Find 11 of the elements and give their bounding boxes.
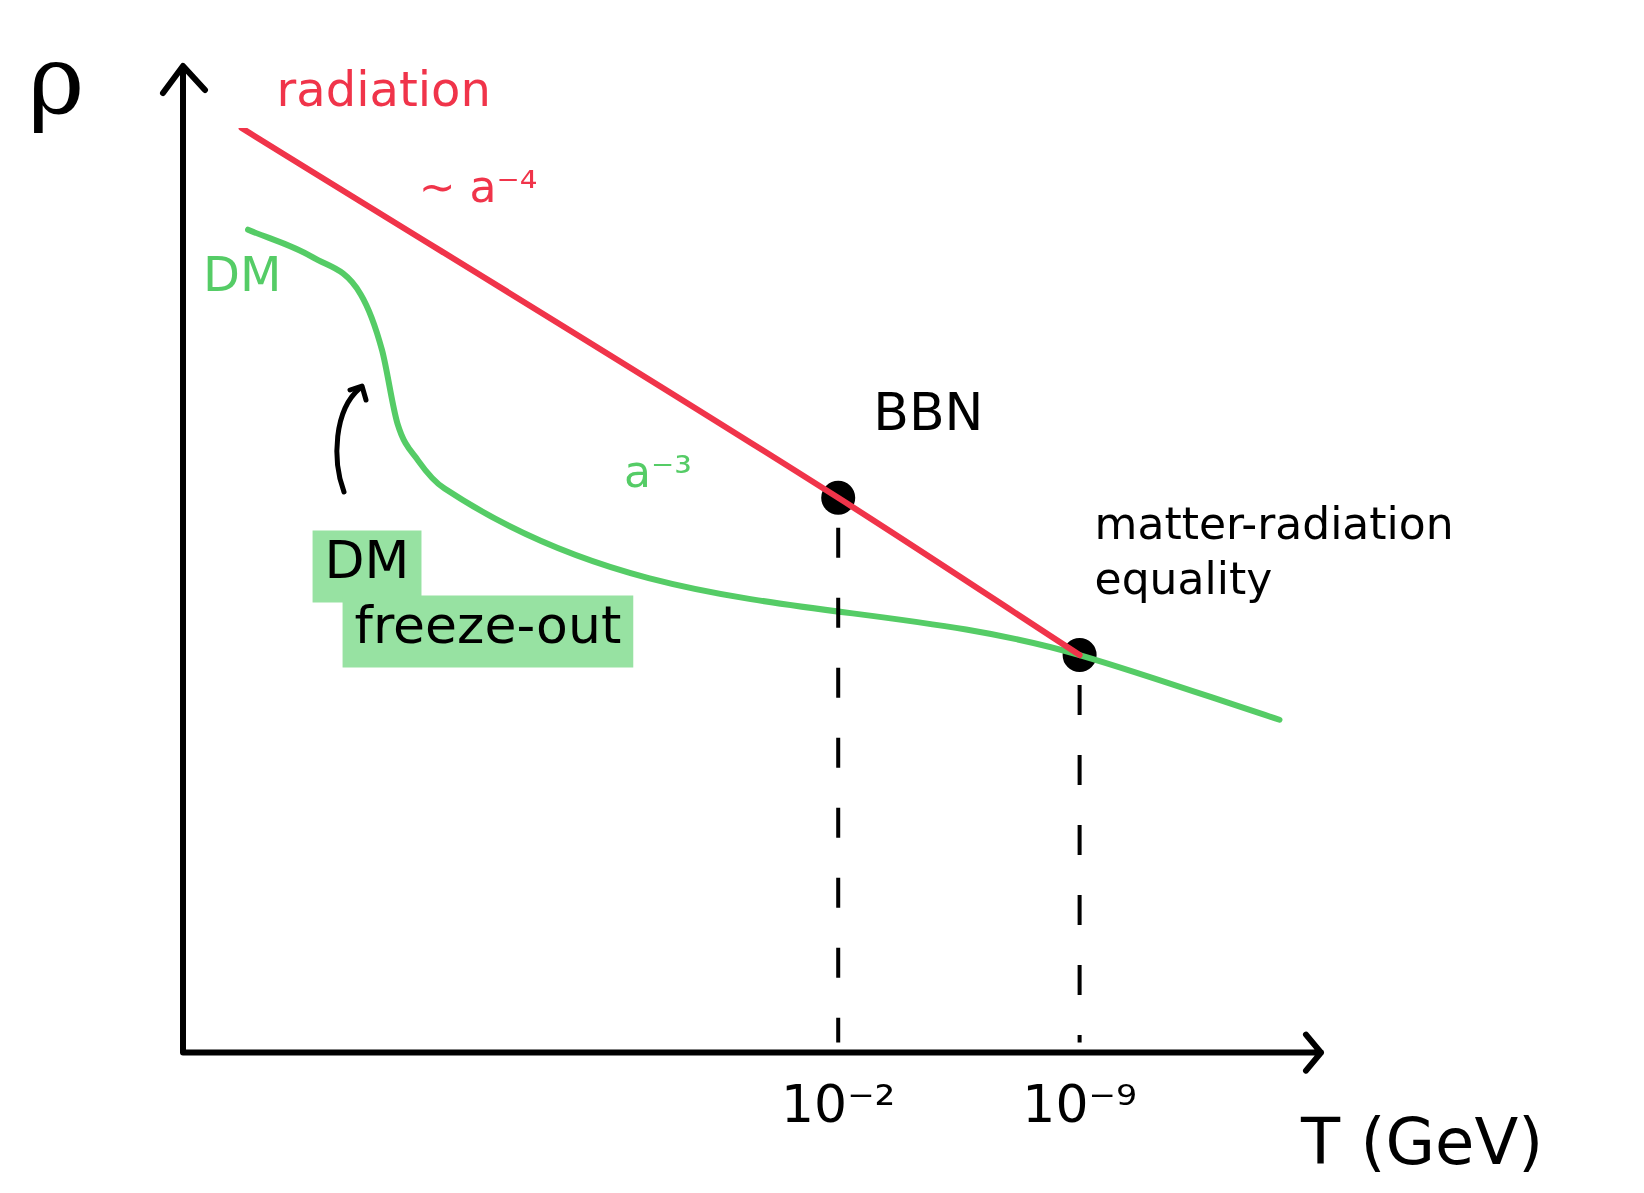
x-axis-title: T (GeV) — [1300, 1105, 1544, 1180]
annotation: BBN — [873, 382, 984, 443]
series-label: DM — [203, 246, 282, 303]
y-axis-title: ρ — [28, 23, 85, 136]
annotation: ∼ a⁻⁴ — [418, 161, 538, 213]
x-tick-label: 10⁻⁹ — [1022, 1074, 1137, 1135]
annotation: a⁻³ — [624, 446, 692, 498]
x-tick-label: 10⁻² — [780, 1074, 896, 1135]
annotation: DM freeze-out — [324, 530, 622, 656]
annotation: matter-radiation equality — [1094, 498, 1454, 605]
series-label: radiation — [276, 61, 491, 118]
